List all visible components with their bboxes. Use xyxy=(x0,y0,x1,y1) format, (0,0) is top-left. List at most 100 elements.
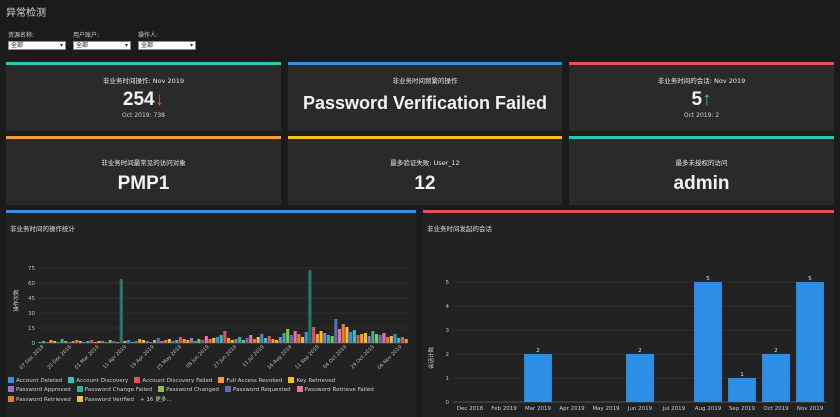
legend-item[interactable]: Password Approved xyxy=(8,386,71,393)
card-most-unauthorized-access[interactable]: 最多未授权的访问 admin xyxy=(569,136,834,205)
chart-bar[interactable] xyxy=(71,341,75,343)
chart-bar[interactable] xyxy=(323,333,327,343)
chart-bar[interactable] xyxy=(356,335,360,343)
chart-bar[interactable] xyxy=(393,334,397,343)
chart-bar[interactable] xyxy=(56,342,60,343)
chart-bar[interactable] xyxy=(334,319,338,343)
chart-bar[interactable] xyxy=(141,340,145,343)
chart-bar[interactable] xyxy=(38,342,42,343)
user-account-select[interactable]: 全部 xyxy=(73,41,131,50)
chart-bar[interactable] xyxy=(245,338,249,343)
card-common-access-object[interactable]: 非业务时间最常见的访问对象 PMP1 xyxy=(6,136,281,205)
chart-bar[interactable] xyxy=(53,341,57,343)
chart-bar[interactable] xyxy=(212,338,216,343)
chart-bar[interactable] xyxy=(308,270,312,343)
chart-bar[interactable] xyxy=(238,337,242,343)
chart-bar[interactable] xyxy=(145,341,149,343)
chart-bar[interactable] xyxy=(215,337,219,343)
chart-bar[interactable] xyxy=(524,354,552,402)
chart-bar[interactable] xyxy=(197,339,201,343)
card-most-failed-verification[interactable]: 最多验证失败: User_12 12 xyxy=(288,136,562,205)
chart-bar[interactable] xyxy=(101,341,105,343)
chart-bar[interactable] xyxy=(375,334,379,343)
card-offhours-sessions[interactable]: 非业务时间的会话: Nov 2019 5↑ Oct 2019: 2 xyxy=(569,62,834,131)
chart-bar[interactable] xyxy=(389,336,393,343)
chart-bar[interactable] xyxy=(112,341,116,343)
chart-bar[interactable] xyxy=(694,282,722,402)
chart-bar[interactable] xyxy=(241,340,245,343)
chart-bar[interactable] xyxy=(312,327,316,343)
chart-bar[interactable] xyxy=(193,341,197,343)
chart-bar[interactable] xyxy=(275,340,279,343)
chart-bar[interactable] xyxy=(167,339,171,343)
chart-bar[interactable] xyxy=(42,341,46,343)
legend-item[interactable]: Account Discovery Failed xyxy=(134,377,212,384)
legend-item[interactable]: Key Retrieved xyxy=(288,377,335,384)
chart-bar[interactable] xyxy=(119,279,123,343)
chart-bar[interactable] xyxy=(286,329,290,343)
chart-bar[interactable] xyxy=(108,340,112,343)
chart-bar[interactable] xyxy=(341,324,345,343)
chart-bar[interactable] xyxy=(182,339,186,343)
chart-bar[interactable] xyxy=(315,334,319,343)
chart-bar[interactable] xyxy=(230,340,234,343)
chart-bar[interactable] xyxy=(234,339,238,343)
chart-bar[interactable] xyxy=(762,354,790,402)
chart-bar[interactable] xyxy=(67,342,71,343)
chart-bar[interactable] xyxy=(326,335,330,343)
chart-bar[interactable] xyxy=(278,337,282,343)
resource-select[interactable]: 全部 xyxy=(8,41,66,50)
chart-bar[interactable] xyxy=(64,341,68,343)
chart-bar[interactable] xyxy=(60,339,64,343)
chart-bar[interactable] xyxy=(178,337,182,343)
chart-bar[interactable] xyxy=(297,334,301,343)
card-frequent-operation[interactable]: 非业务时间频繁的操作 Password Verification Failed xyxy=(288,62,562,131)
legend-item[interactable]: Password Change Failed xyxy=(76,386,152,393)
chart-bar[interactable] xyxy=(397,338,401,343)
chart-bar[interactable] xyxy=(371,331,375,343)
chart-bar[interactable] xyxy=(204,336,208,343)
chart-bar[interactable] xyxy=(249,335,253,343)
chart-bar[interactable] xyxy=(400,337,404,343)
chart-bar[interactable] xyxy=(293,331,297,343)
legend-item[interactable]: Password Requested xyxy=(224,386,291,393)
chart-bar[interactable] xyxy=(79,341,83,343)
chart-bar[interactable] xyxy=(728,378,756,402)
chart-bar[interactable] xyxy=(349,332,353,343)
chart-bar[interactable] xyxy=(378,335,382,343)
chart-bar[interactable] xyxy=(75,340,79,343)
chart-bar[interactable] xyxy=(149,342,153,343)
legend-item[interactable]: Password Retrieve Failed xyxy=(296,386,374,393)
chart-bar[interactable] xyxy=(282,333,286,343)
chart-bar[interactable] xyxy=(301,337,305,343)
chart-bar[interactable] xyxy=(171,341,175,343)
chart-bar[interactable] xyxy=(82,342,86,343)
card-offhours-operations[interactable]: 非业务时间操作: Nov 2019 254↓ Oct 2019: 738 xyxy=(6,62,281,131)
chart-bar[interactable] xyxy=(330,336,334,343)
chart-bar[interactable] xyxy=(130,342,134,343)
chart-bar[interactable] xyxy=(97,341,101,343)
legend-item[interactable]: Account Discovery xyxy=(68,377,128,384)
chart-bar[interactable] xyxy=(156,338,160,343)
chart-bar[interactable] xyxy=(219,335,223,343)
chart-bar[interactable] xyxy=(227,338,231,343)
chart-bar[interactable] xyxy=(49,340,53,343)
chart-bar[interactable] xyxy=(304,332,308,343)
chart-bar[interactable] xyxy=(352,330,356,343)
chart-bar[interactable] xyxy=(223,331,227,343)
chart-bar[interactable] xyxy=(252,339,256,343)
chart-bar[interactable] xyxy=(345,327,349,343)
chart-bar[interactable] xyxy=(186,340,190,343)
legend-item[interactable]: Full Access Revoked xyxy=(218,377,282,384)
chart-bar[interactable] xyxy=(360,334,364,343)
legend-item[interactable]: Password Retrieved xyxy=(8,396,71,403)
chart-bar[interactable] xyxy=(264,338,268,343)
chart-bar[interactable] xyxy=(201,340,205,343)
chart-bar[interactable] xyxy=(289,335,293,343)
chart-bar[interactable] xyxy=(208,339,212,343)
chart-bar[interactable] xyxy=(127,340,131,343)
chart-bar[interactable] xyxy=(90,340,94,343)
chart-bar[interactable] xyxy=(123,341,127,343)
chart-bar[interactable] xyxy=(175,340,179,343)
chart-bar[interactable] xyxy=(267,336,271,343)
